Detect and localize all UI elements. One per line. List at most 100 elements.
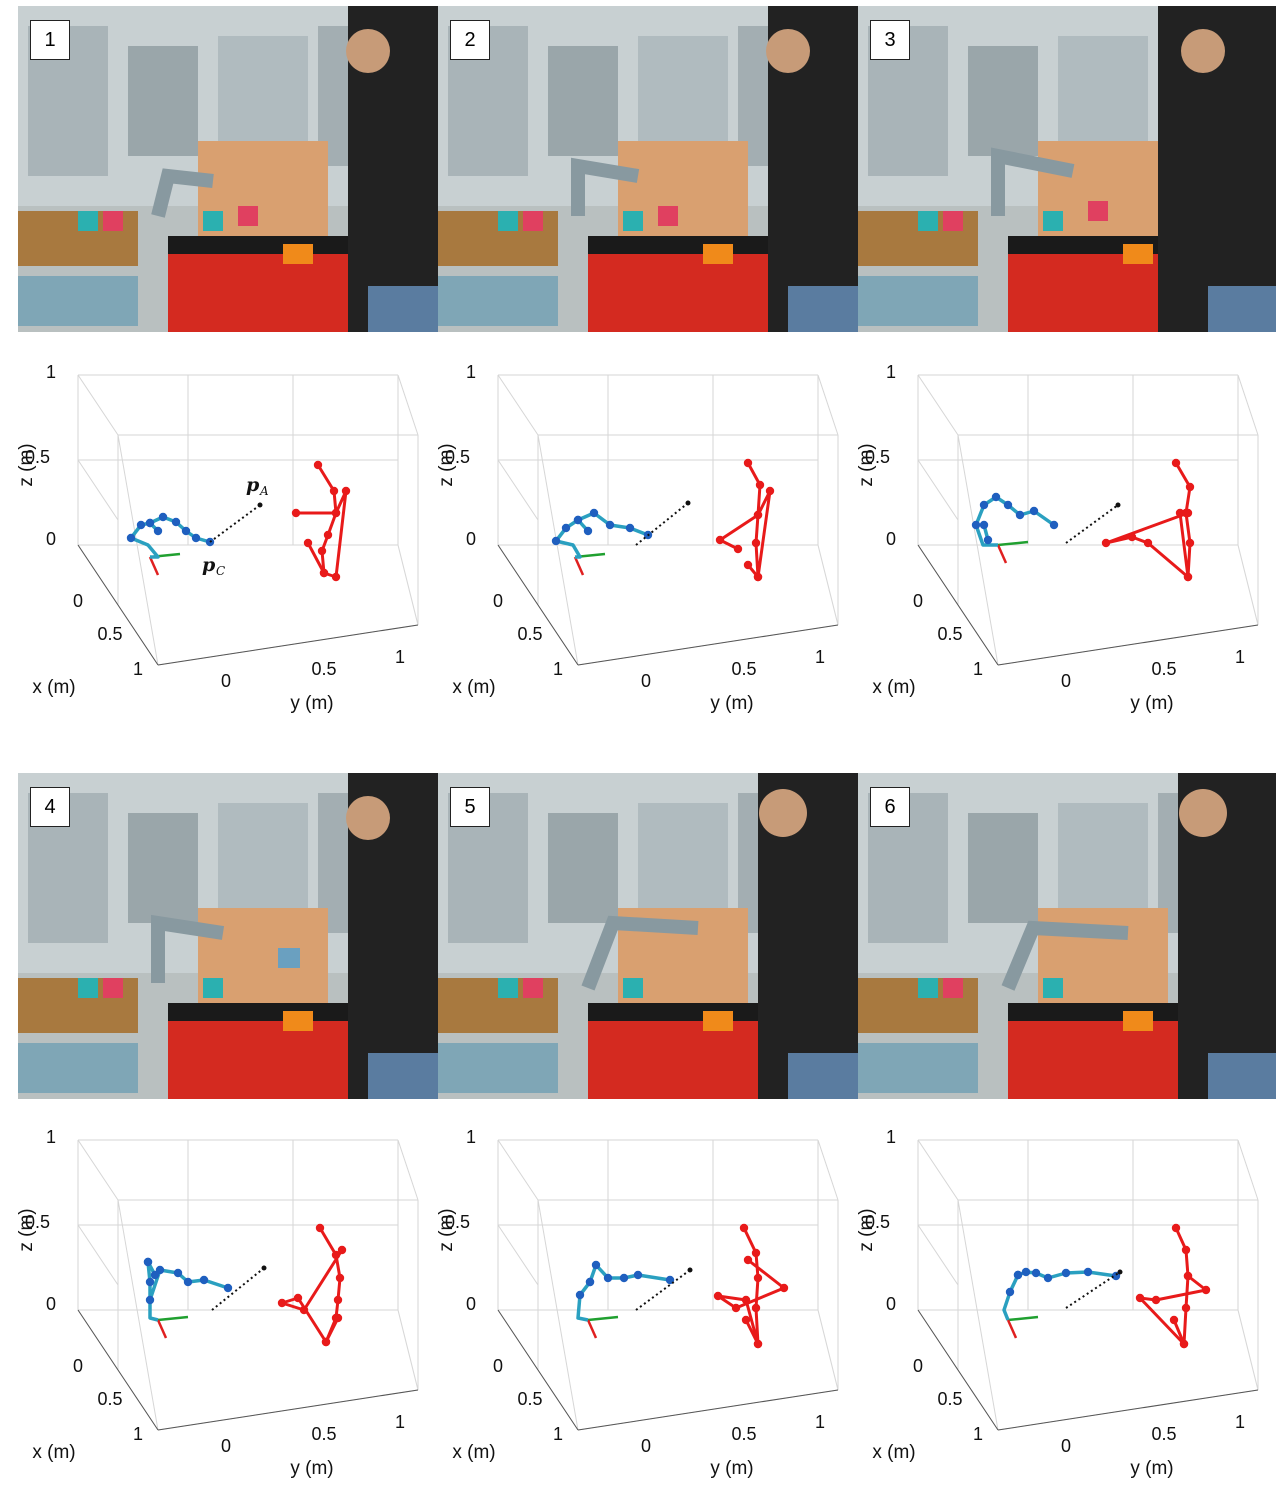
y-tick-label: 0.5: [731, 659, 756, 679]
human-skeleton-joint: [321, 1337, 331, 1347]
robot-arm-link-joint: [589, 508, 599, 518]
y-axis-label: y (m): [290, 1458, 333, 1479]
x-tick-label: 1: [973, 659, 983, 679]
human-skeleton-joint: [331, 508, 341, 518]
axes-3d: 1 0.5 0 0 0.5 1 0 0.5 1 z (m) x (m) y (m): [856, 362, 1259, 714]
robot-arm-link-joint: [619, 1273, 629, 1283]
photo-frame-6: 6: [858, 773, 1276, 1099]
min-distance-line: [1065, 1271, 1121, 1309]
grid-line: [817, 544, 839, 626]
z-tick-label: 0.5: [445, 1212, 470, 1232]
robot-arm-link-joint: [183, 1277, 193, 1287]
robot-arm-link-joint: [1015, 510, 1025, 520]
human-skeleton-joint: [753, 572, 763, 582]
robot-arm-link-joint: [1043, 1273, 1053, 1283]
z-tick-label: 0.5: [25, 1212, 50, 1232]
photo-frame-1: 1: [18, 6, 438, 332]
axis-line: [917, 544, 999, 666]
human-skeleton-joint: [319, 568, 329, 578]
panel-number: 2: [450, 20, 490, 60]
axis-line: [77, 544, 159, 666]
human-skeleton-joint: [1201, 1285, 1211, 1295]
human-skeleton-joint: [1183, 572, 1193, 582]
robot-base-link: [974, 524, 998, 547]
y-tick-label: 1: [1235, 1412, 1245, 1432]
lab-scene-photo: [858, 6, 1276, 332]
x-tick-label: 0: [73, 591, 83, 611]
y-tick-label: 0: [221, 671, 231, 691]
x-axis-label: x (m): [872, 677, 915, 698]
z-tick-label: 0: [886, 1294, 896, 1314]
human-skeleton-joint: [755, 480, 765, 490]
human-skeleton-joint: [753, 1339, 763, 1349]
human-skeleton-joint: [315, 1223, 325, 1233]
human-skeleton-joint: [303, 538, 313, 548]
lab-scene-photo: [18, 6, 438, 332]
point-c-label: p: [202, 554, 216, 576]
x-tick-label: 0.5: [937, 624, 962, 644]
axis-line: [497, 544, 579, 666]
robot-arm-link-joint: [991, 492, 1001, 502]
y-axis-label: y (m): [710, 1458, 753, 1479]
y-axis-label: y (m): [1130, 693, 1173, 714]
human-skeleton-joint: [317, 546, 327, 556]
grid-line: [77, 459, 119, 521]
plot-3d-6: 1 0.5 0 0 0.5 1 0 0.5 1 z (m) x (m) y (m): [856, 1110, 1276, 1490]
z-tick-label: 0.5: [25, 447, 50, 467]
human-skeleton-joint: [1179, 1339, 1189, 1349]
z-tick-label: 1: [46, 1127, 56, 1147]
y-tick-label: 0: [221, 1436, 231, 1456]
grid-line: [1237, 374, 1259, 436]
robot-arm-link-joint: [1003, 500, 1013, 510]
human-skeleton-joint: [335, 1273, 345, 1283]
robot-arm-link-joint: [1029, 506, 1039, 516]
human-skeleton-joint: [753, 510, 763, 520]
robot-arm-link-joint: [191, 533, 201, 543]
robot-arm-link-joint: [575, 1290, 585, 1300]
axis-line: [577, 1389, 839, 1431]
grid-line: [817, 1309, 839, 1391]
x-axis-arrow: [573, 556, 585, 576]
human-skeleton-joint: [299, 1305, 309, 1315]
robot-arm-link-joint: [551, 536, 561, 546]
grid-line: [917, 459, 959, 521]
robot-arm-link-joint: [979, 520, 989, 530]
lab-scene-photo: [18, 773, 438, 1099]
x-axis-label: x (m): [452, 677, 495, 698]
z-tick-label: 1: [886, 362, 896, 382]
min-distance-line: [635, 1269, 691, 1311]
robot-arm-link-joint: [625, 523, 635, 533]
x-axis-arrow: [156, 1319, 168, 1339]
x-tick-label: 1: [973, 1424, 983, 1444]
axes-3d: 1 0.5 0 0 0.5 1 0 0.5 1 z (m) x (m) y (m): [16, 1127, 419, 1479]
z-tick-label: 0: [466, 529, 476, 549]
robot-base-link: [130, 536, 160, 559]
point-a-marker: [1117, 1269, 1123, 1275]
grid-line: [77, 374, 119, 436]
robot-arm-link-joint: [561, 523, 571, 533]
grid-line: [1237, 1309, 1259, 1391]
z-tick-label: 1: [466, 1127, 476, 1147]
robot-arm-link-joint: [1021, 1267, 1031, 1277]
y-axis-arrow: [157, 1315, 189, 1322]
z-tick-label: 0.5: [865, 1212, 890, 1232]
robot-arm-link-joint: [158, 512, 168, 522]
robot-arm-link-joint: [605, 520, 615, 530]
robot-arm-link-joint: [1083, 1267, 1093, 1277]
x-tick-label: 0.5: [937, 1389, 962, 1409]
human-skeleton-joint: [733, 544, 743, 554]
y-axis-label: y (m): [290, 693, 333, 714]
axis-line: [157, 624, 419, 666]
human-skeleton-joint: [337, 1245, 347, 1255]
y-tick-label: 1: [395, 647, 405, 667]
point-a-marker: [1115, 502, 1121, 508]
lab-scene-photo: [438, 773, 858, 1099]
human-skeleton-joint: [333, 1313, 343, 1323]
panel-number: 4: [30, 787, 70, 827]
photo-frame-4: 4: [18, 773, 438, 1099]
robot-arm-link-joint: [591, 1260, 601, 1270]
grid-line: [1237, 1139, 1259, 1201]
human-skeleton-joint: [1183, 508, 1193, 518]
